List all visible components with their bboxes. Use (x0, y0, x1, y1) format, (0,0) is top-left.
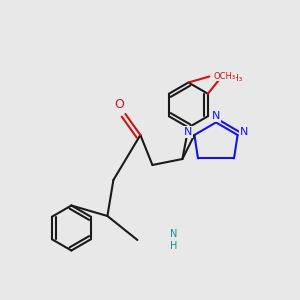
Text: OCH₃: OCH₃ (213, 72, 236, 81)
Text: N: N (239, 127, 248, 137)
Text: OCH₃: OCH₃ (221, 74, 243, 83)
Text: N: N (212, 111, 220, 122)
Text: N: N (184, 127, 193, 137)
Text: N
H: N H (170, 229, 177, 251)
Text: O: O (115, 98, 124, 112)
